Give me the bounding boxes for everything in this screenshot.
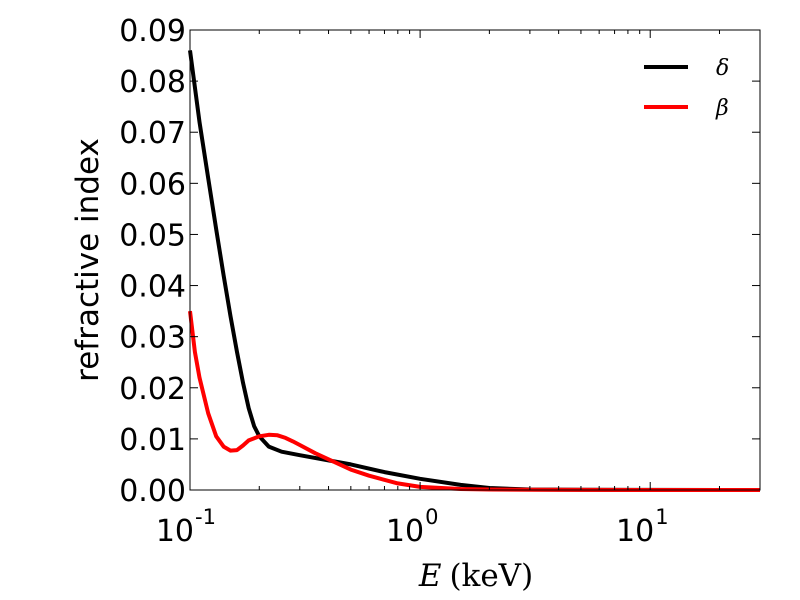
y-tick-label: 0.04 bbox=[119, 270, 186, 305]
x-tick-base: 10 bbox=[156, 514, 194, 549]
x-tick-exponent: -1 bbox=[195, 505, 216, 529]
x-tick-label: 10 0 bbox=[386, 505, 439, 549]
y-tick-label: 0.03 bbox=[119, 321, 186, 356]
legend: δ β bbox=[644, 56, 729, 121]
x-axis-label: E (keV) bbox=[418, 558, 533, 594]
y-tick-label: 0.01 bbox=[119, 423, 186, 458]
plot-frame bbox=[189, 29, 761, 491]
legend-label-beta: β bbox=[715, 96, 729, 121]
tick-layer: 0.00 0.01 0.02 0.03 0.04 0.05 0.06 0.07 0.08 0.09… bbox=[119, 14, 760, 549]
x-axis-unit: (keV) bbox=[449, 558, 533, 594]
y-tick-label: 0.05 bbox=[119, 218, 186, 253]
x-axis-symbol: E bbox=[418, 558, 442, 594]
x-tick-base: 10 bbox=[386, 514, 424, 549]
y-tick-label: 0.02 bbox=[119, 372, 186, 407]
y-tick-label: 0.09 bbox=[119, 14, 186, 49]
y-tick-label: 0.07 bbox=[119, 116, 186, 151]
y-axis-label: refractive index bbox=[70, 138, 106, 382]
y-tick-label: 0.08 bbox=[119, 65, 186, 100]
x-tick-exponent: 0 bbox=[425, 505, 438, 529]
x-tick-base: 10 bbox=[616, 514, 654, 549]
y-tick-label: 0.06 bbox=[119, 167, 186, 202]
legend-label-delta: δ bbox=[716, 56, 729, 81]
x-tick-label: 10 -1 bbox=[156, 505, 216, 549]
x-tick-exponent: 1 bbox=[655, 505, 668, 529]
x-tick-label: 10 1 bbox=[616, 505, 669, 549]
y-tick-label: 0.00 bbox=[119, 474, 186, 509]
